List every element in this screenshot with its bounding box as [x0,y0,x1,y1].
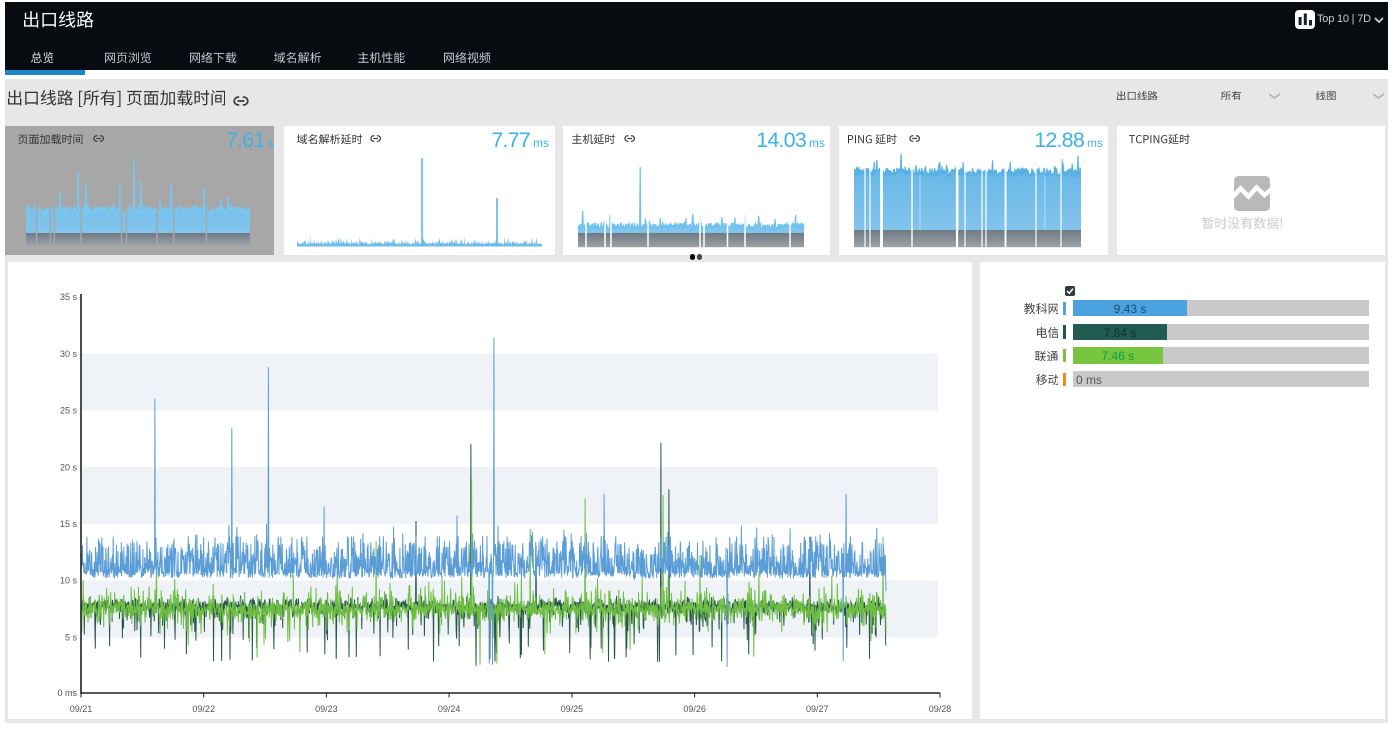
svg-text:5 s: 5 s [65,632,78,642]
svg-text:0 ms: 0 ms [57,688,77,698]
svg-text:09/28: 09/28 [929,704,952,714]
svg-text:09/21: 09/21 [70,704,93,714]
svg-text:20 s: 20 s [60,462,78,472]
svg-text:35 s: 35 s [60,292,78,302]
svg-text:15 s: 15 s [60,519,78,529]
svg-text:09/22: 09/22 [192,704,215,714]
svg-text:09/27: 09/27 [806,704,829,714]
svg-text:09/26: 09/26 [683,704,706,714]
svg-text:09/23: 09/23 [315,704,338,714]
svg-text:09/25: 09/25 [561,704,584,714]
svg-text:30 s: 30 s [60,349,78,359]
svg-text:09/24: 09/24 [438,704,461,714]
svg-text:10 s: 10 s [60,576,78,586]
svg-text:25 s: 25 s [60,406,78,416]
